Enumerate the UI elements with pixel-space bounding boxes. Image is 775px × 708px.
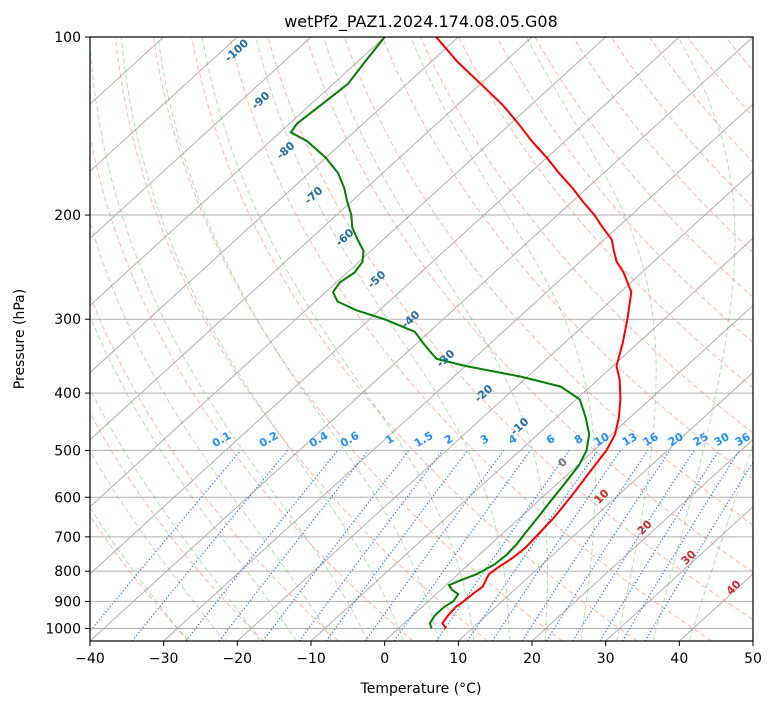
dry-adiabat-line <box>496 37 753 343</box>
dry-adiabat-line <box>381 37 753 480</box>
isotherm-line <box>90 37 533 441</box>
profile-series <box>289 37 633 630</box>
y-axis-ticks: 100 200 300 400 500 600 700 800 900 1000 <box>45 30 90 637</box>
mixing-ratio-line <box>521 450 649 641</box>
isotherm-line <box>236 170 753 641</box>
dry-adiabat-line <box>267 37 753 621</box>
moist-adiabat-lines <box>90 37 753 641</box>
moist-adiabat-line <box>90 314 297 641</box>
x-axis-label: Temperature (°C) <box>360 681 482 697</box>
dry-adiabat-line <box>305 37 753 573</box>
x-tick-label: 40 <box>670 651 688 667</box>
x-tick-label: −30 <box>149 651 179 667</box>
mixing-ratio-line <box>185 450 339 641</box>
x-tick-label: 20 <box>523 651 541 667</box>
isotherm-lines <box>90 37 753 641</box>
moist-adiabat-line <box>652 37 736 641</box>
isotherm-line <box>90 37 753 641</box>
mixing-ratio-line <box>545 450 671 641</box>
dry-adiabat-line <box>229 37 712 641</box>
dry-adiabat-line <box>90 133 414 641</box>
mixing-ratio-line <box>364 450 505 641</box>
dewpoint-profile-line <box>289 37 591 629</box>
dry-adiabat-line <box>153 37 563 641</box>
mixing-ratio-line <box>466 450 599 641</box>
mixing-ratio-line <box>435 450 570 641</box>
y-tick-label: 900 <box>54 594 81 610</box>
moist-adiabat-line <box>688 443 753 641</box>
x-tick-label: 50 <box>744 651 762 667</box>
dry-adiabat-line <box>90 294 339 641</box>
dry-adiabat-line <box>114 37 488 641</box>
moist-adiabat-line <box>157 37 439 641</box>
moist-adiabat-line <box>525 37 657 641</box>
y-tick-label: 800 <box>54 564 81 580</box>
x-tick-label: −20 <box>223 651 253 667</box>
mixing-ratio-line <box>491 450 621 641</box>
moist-adiabat-line <box>90 387 261 641</box>
isotherm-line <box>531 438 753 641</box>
isotherm-line <box>163 103 753 641</box>
moist-adiabat-line <box>120 37 404 641</box>
x-tick-label: 10 <box>449 651 467 667</box>
moist-adiabat-line <box>410 37 596 641</box>
x-tick-label: −10 <box>296 651 326 667</box>
moist-adiabat-line <box>90 220 333 641</box>
y-tick-label: 500 <box>54 443 81 459</box>
mixing-ratio-line <box>621 450 740 641</box>
isotherm-line <box>457 371 753 641</box>
y-tick-label: 100 <box>54 30 81 46</box>
isotherm-line <box>90 37 680 575</box>
mixing-ratio-line <box>599 450 720 641</box>
temperature-profile-line <box>435 37 633 630</box>
x-tick-label: 30 <box>597 651 615 667</box>
moist-adiabat-line <box>323 37 548 641</box>
isotherm-line <box>90 37 459 374</box>
y-tick-label: 300 <box>54 312 81 328</box>
mixing-ratio-line <box>218 450 369 641</box>
plot-frame <box>89 36 754 642</box>
x-tick-label: 0 <box>380 651 389 667</box>
x-axis-ticks: −40 −30 −20 −10 0 10 20 30 40 50 <box>75 641 762 667</box>
isotherm-line <box>384 304 753 641</box>
x-tick-label: −40 <box>75 651 105 667</box>
moist-adiabat-line <box>255 37 510 641</box>
moist-adiabat-line <box>90 37 369 641</box>
isotherm-line <box>90 37 607 508</box>
dry-adiabat-line <box>90 411 264 641</box>
moist-adiabat-line <box>90 450 225 641</box>
dry-adiabat-lines <box>90 37 753 641</box>
isotherm-line <box>90 37 312 240</box>
chart-title: wetPf2_PAZ1.2024.174.08.05.G08 <box>284 12 558 32</box>
isotherm-line <box>90 37 238 172</box>
mixing-ratio-line <box>298 450 444 641</box>
y-tick-label: 400 <box>54 386 81 402</box>
mixing-ratio-line <box>393 450 531 641</box>
dry-adiabat-line <box>534 37 753 298</box>
isotherm-line <box>90 37 386 307</box>
dry-adiabat-line <box>343 37 753 526</box>
y-tick-label: 200 <box>54 208 81 224</box>
y-tick-label: 1000 <box>45 621 81 637</box>
isotherm-line <box>605 506 753 641</box>
y-tick-label: 700 <box>54 530 81 546</box>
mixing-ratio-lines <box>90 450 753 641</box>
y-axis-label: Pressure (hPa) <box>12 289 28 389</box>
dry-adiabat-line <box>191 37 638 641</box>
mixing-ratio-line <box>572 450 695 641</box>
y-tick-label: 600 <box>54 490 81 506</box>
dry-adiabat-line <box>420 37 753 434</box>
